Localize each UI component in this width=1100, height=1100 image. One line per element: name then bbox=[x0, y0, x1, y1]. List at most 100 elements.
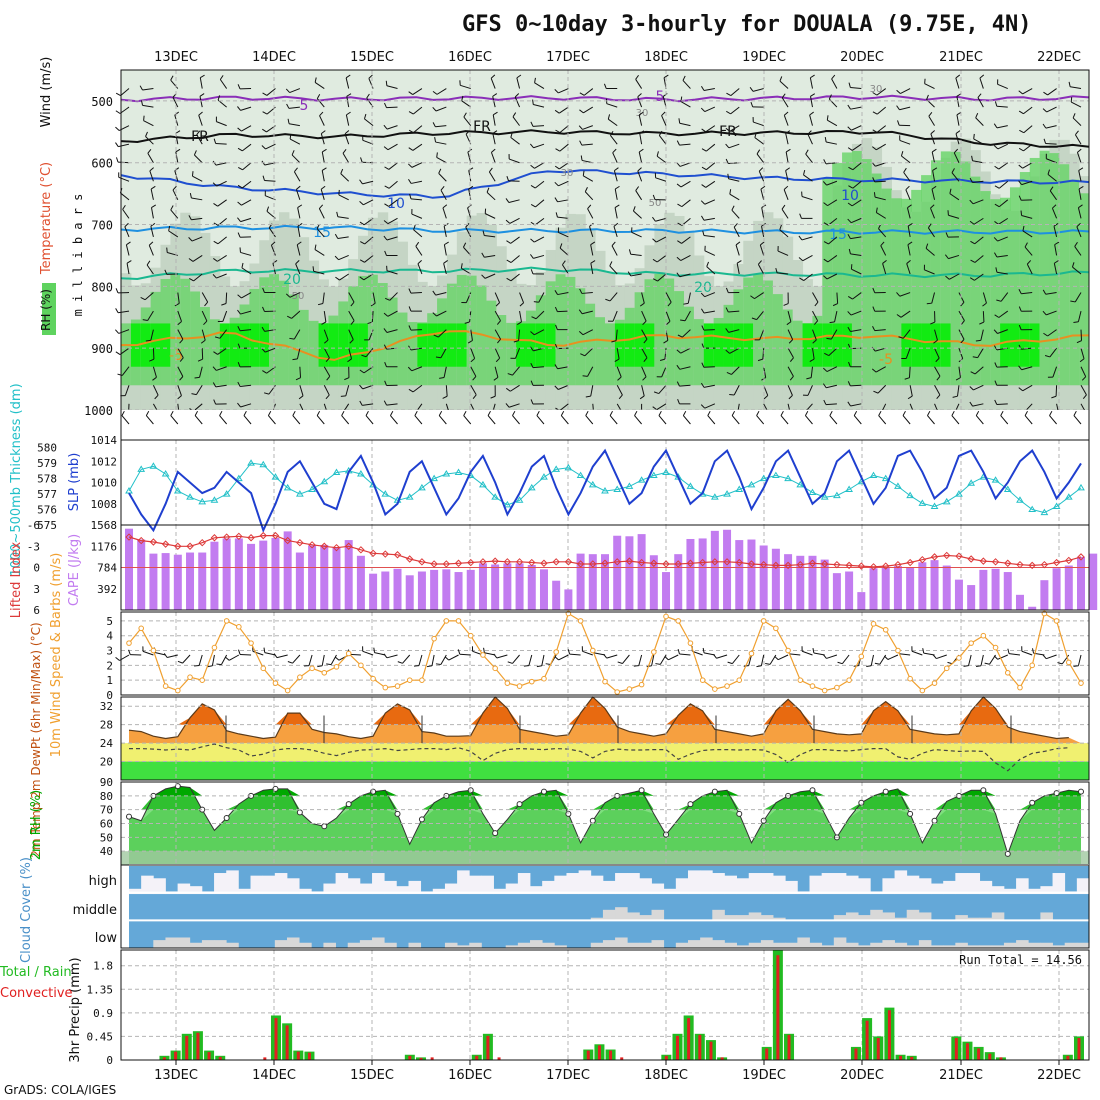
wind-barb bbox=[834, 310, 838, 322]
wind-barb bbox=[662, 93, 668, 97]
wind-barb bbox=[582, 170, 585, 176]
wind-barb bbox=[955, 130, 961, 134]
wind-barb bbox=[665, 320, 671, 326]
rh2m-point bbox=[882, 788, 889, 795]
cloud-middle-cell bbox=[627, 912, 640, 921]
wind-barb bbox=[731, 209, 740, 219]
wind-barb bbox=[360, 241, 365, 245]
cloud-low-cell bbox=[785, 942, 798, 948]
wind-barb bbox=[1021, 366, 1033, 371]
wind-barb bbox=[905, 348, 911, 359]
precip-convective-bar bbox=[720, 1057, 724, 1060]
wind-barb bbox=[335, 276, 340, 281]
wind-barb bbox=[559, 247, 569, 256]
wind-barb bbox=[677, 334, 683, 338]
wind10m-barb bbox=[655, 663, 661, 665]
rh-saturated-cell bbox=[249, 323, 260, 367]
wind-barb bbox=[443, 244, 447, 256]
wind-barb bbox=[614, 207, 618, 219]
lifted-index-point bbox=[637, 558, 646, 567]
cloud-middle-cell bbox=[858, 915, 871, 921]
isotherm-label: FR bbox=[473, 119, 491, 135]
wind-barb bbox=[285, 88, 291, 93]
wind-barb bbox=[979, 321, 985, 325]
cape-bar bbox=[1015, 594, 1024, 610]
wind-barb bbox=[823, 159, 827, 165]
precip-convective-bar bbox=[597, 1045, 601, 1060]
wind-barb bbox=[787, 366, 794, 377]
cape-bar bbox=[649, 555, 658, 610]
wind10m-barb bbox=[874, 662, 880, 665]
cloud-middle-cell bbox=[845, 912, 859, 921]
wind-barb bbox=[729, 189, 732, 195]
wind-barb bbox=[1024, 242, 1028, 248]
lifted-index-point bbox=[882, 562, 890, 570]
wind-barb bbox=[241, 262, 244, 268]
wind-barb bbox=[578, 125, 583, 130]
wind-barb bbox=[582, 125, 593, 130]
rh-saturated-cell bbox=[1029, 323, 1041, 367]
wind-barb bbox=[614, 188, 618, 200]
lifted-index-point bbox=[784, 561, 792, 570]
wind-barb bbox=[900, 88, 911, 94]
wind-barb bbox=[1052, 366, 1058, 378]
wind-barb bbox=[579, 140, 583, 146]
wind-barb bbox=[237, 294, 242, 299]
surface-wind-barb bbox=[267, 410, 272, 416]
wind-barb bbox=[384, 166, 390, 170]
wind-barb bbox=[945, 275, 950, 280]
rh-green-cell bbox=[506, 322, 517, 386]
rh2m-tick-label: 60 bbox=[100, 818, 113, 831]
wind-speed-point bbox=[553, 649, 559, 655]
wind-barb bbox=[1054, 260, 1059, 264]
temp-axis-title: 2m Temp 2m DewPt (6hr Min/Max) (°C) bbox=[29, 622, 43, 857]
wind-barb bbox=[641, 366, 647, 377]
wind-barb bbox=[270, 245, 276, 256]
thickness-point bbox=[259, 460, 268, 468]
precip-convective-bar bbox=[609, 1050, 613, 1060]
wind-barb bbox=[972, 180, 984, 184]
wind-barb bbox=[213, 258, 218, 262]
wind-barb bbox=[124, 385, 130, 396]
wind-barb bbox=[823, 222, 829, 226]
rh-green-cell bbox=[1009, 187, 1021, 386]
wind-barb bbox=[705, 180, 716, 188]
thickness-point bbox=[442, 470, 451, 477]
wind-speed-point bbox=[260, 665, 267, 672]
lifted-index-point bbox=[833, 560, 841, 569]
wind-barb bbox=[510, 273, 520, 282]
wind10m-barb bbox=[523, 665, 529, 667]
wind-barb bbox=[361, 354, 367, 358]
wind-speed-point bbox=[1017, 684, 1023, 691]
surface-wind-barb bbox=[1073, 410, 1077, 416]
isotherm-label: 20 bbox=[694, 280, 712, 296]
wind-barb bbox=[366, 93, 370, 99]
wind-barb bbox=[810, 74, 815, 79]
wind-barb bbox=[587, 366, 594, 377]
wind10m-barb bbox=[386, 654, 398, 659]
wind-barb bbox=[979, 77, 984, 89]
cloud-low-cell bbox=[517, 942, 531, 948]
wind-barb bbox=[900, 310, 911, 318]
wind-barb bbox=[497, 338, 501, 344]
wind-barb bbox=[587, 208, 594, 219]
thickness-point bbox=[723, 490, 731, 497]
wind-barb bbox=[212, 382, 217, 388]
wind-barb bbox=[195, 385, 203, 395]
wind-barb bbox=[296, 241, 302, 246]
wind-barb bbox=[488, 167, 493, 173]
surface-wind-barb bbox=[1049, 415, 1057, 425]
wind-barb bbox=[150, 188, 154, 200]
rh2m-point bbox=[687, 801, 694, 808]
wind-barb bbox=[510, 132, 513, 138]
wind-barb bbox=[291, 150, 295, 156]
cloud-low-cell bbox=[590, 942, 604, 948]
cape-frame bbox=[120, 524, 1090, 611]
wind-barb bbox=[583, 106, 594, 114]
wind-barb bbox=[193, 273, 203, 282]
thickness-tick-label: 575 bbox=[37, 519, 57, 532]
precip-convective-bar bbox=[285, 1025, 289, 1060]
wind-speed-point bbox=[528, 678, 535, 685]
cloud-low-cell bbox=[408, 942, 422, 948]
wind-barb bbox=[926, 302, 932, 305]
